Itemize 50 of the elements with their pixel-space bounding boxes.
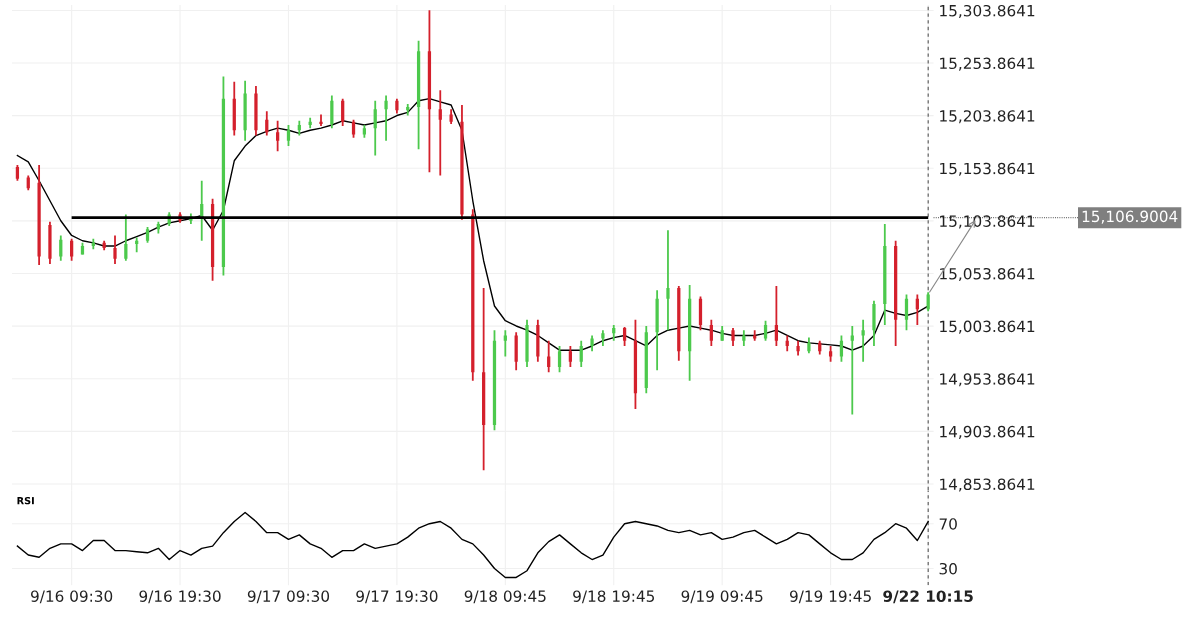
candlestick xyxy=(568,345,573,368)
candlestick xyxy=(774,285,779,347)
candlestick xyxy=(341,97,345,127)
candlestick xyxy=(276,119,280,153)
candlestick xyxy=(286,124,291,147)
candlestick xyxy=(622,326,627,347)
x-tick-label: 9/16 09:30 xyxy=(31,590,113,604)
text: RSI xyxy=(17,496,34,505)
candlestick xyxy=(839,334,844,363)
y-tick-label: 14,853.8641 xyxy=(940,478,1035,492)
candlestick xyxy=(850,325,854,416)
x-tick-label: 9/16 19:30 xyxy=(139,590,221,604)
candlestick xyxy=(666,229,670,332)
y-tick-label: 30 xyxy=(939,562,957,575)
candlestick xyxy=(124,213,128,262)
candlestick xyxy=(373,99,377,157)
candlestick xyxy=(70,237,74,262)
candlestick xyxy=(438,89,442,177)
x-tick-label: 9/17 19:30 xyxy=(356,590,438,604)
candlestick xyxy=(557,345,562,374)
y-tick-label: 15,103.8641 xyxy=(940,215,1035,229)
x-tick-label: 9/22 10:15 xyxy=(883,590,973,604)
candlestick xyxy=(861,318,865,363)
candlestick xyxy=(59,234,63,262)
x-tick-label: 9/19 09:45 xyxy=(681,590,763,604)
candlestick xyxy=(503,329,507,358)
candlestick xyxy=(319,113,323,127)
candlestick xyxy=(330,94,334,130)
y-tick-label: 15,303.8641 xyxy=(940,4,1035,19)
y-tick-label: 15,203.8641 xyxy=(940,110,1035,124)
y-tick-label: 15,153.8641 xyxy=(940,162,1035,176)
candlestick xyxy=(384,94,388,142)
candlestick xyxy=(904,293,909,332)
x-tick-label: 9/18 19:45 xyxy=(573,590,655,604)
y-tick-label: 70 xyxy=(939,518,957,530)
x-tick-label: 9/17 09:30 xyxy=(247,590,330,604)
y-tick-label: 15,053.8641 xyxy=(940,267,1035,282)
x-tick-label: 9/19 19:45 xyxy=(789,590,871,604)
candlestick xyxy=(763,319,768,342)
candlestick xyxy=(709,318,713,347)
y-tick-label: 15,253.8641 xyxy=(940,57,1035,71)
line-series xyxy=(16,511,929,579)
candlestick xyxy=(113,234,117,265)
y-tick-label: 15,003.8641 xyxy=(940,320,1035,334)
candlestick xyxy=(579,339,583,368)
ref-line-label: 15,106.9004 xyxy=(1082,210,1178,224)
y-tick-label: 14,953.8641 xyxy=(940,373,1035,387)
candlestick xyxy=(926,291,930,313)
y-tick-label: 14,903.8641 xyxy=(940,425,1035,439)
x-tick-label: 9/18 09:45 xyxy=(464,590,546,604)
